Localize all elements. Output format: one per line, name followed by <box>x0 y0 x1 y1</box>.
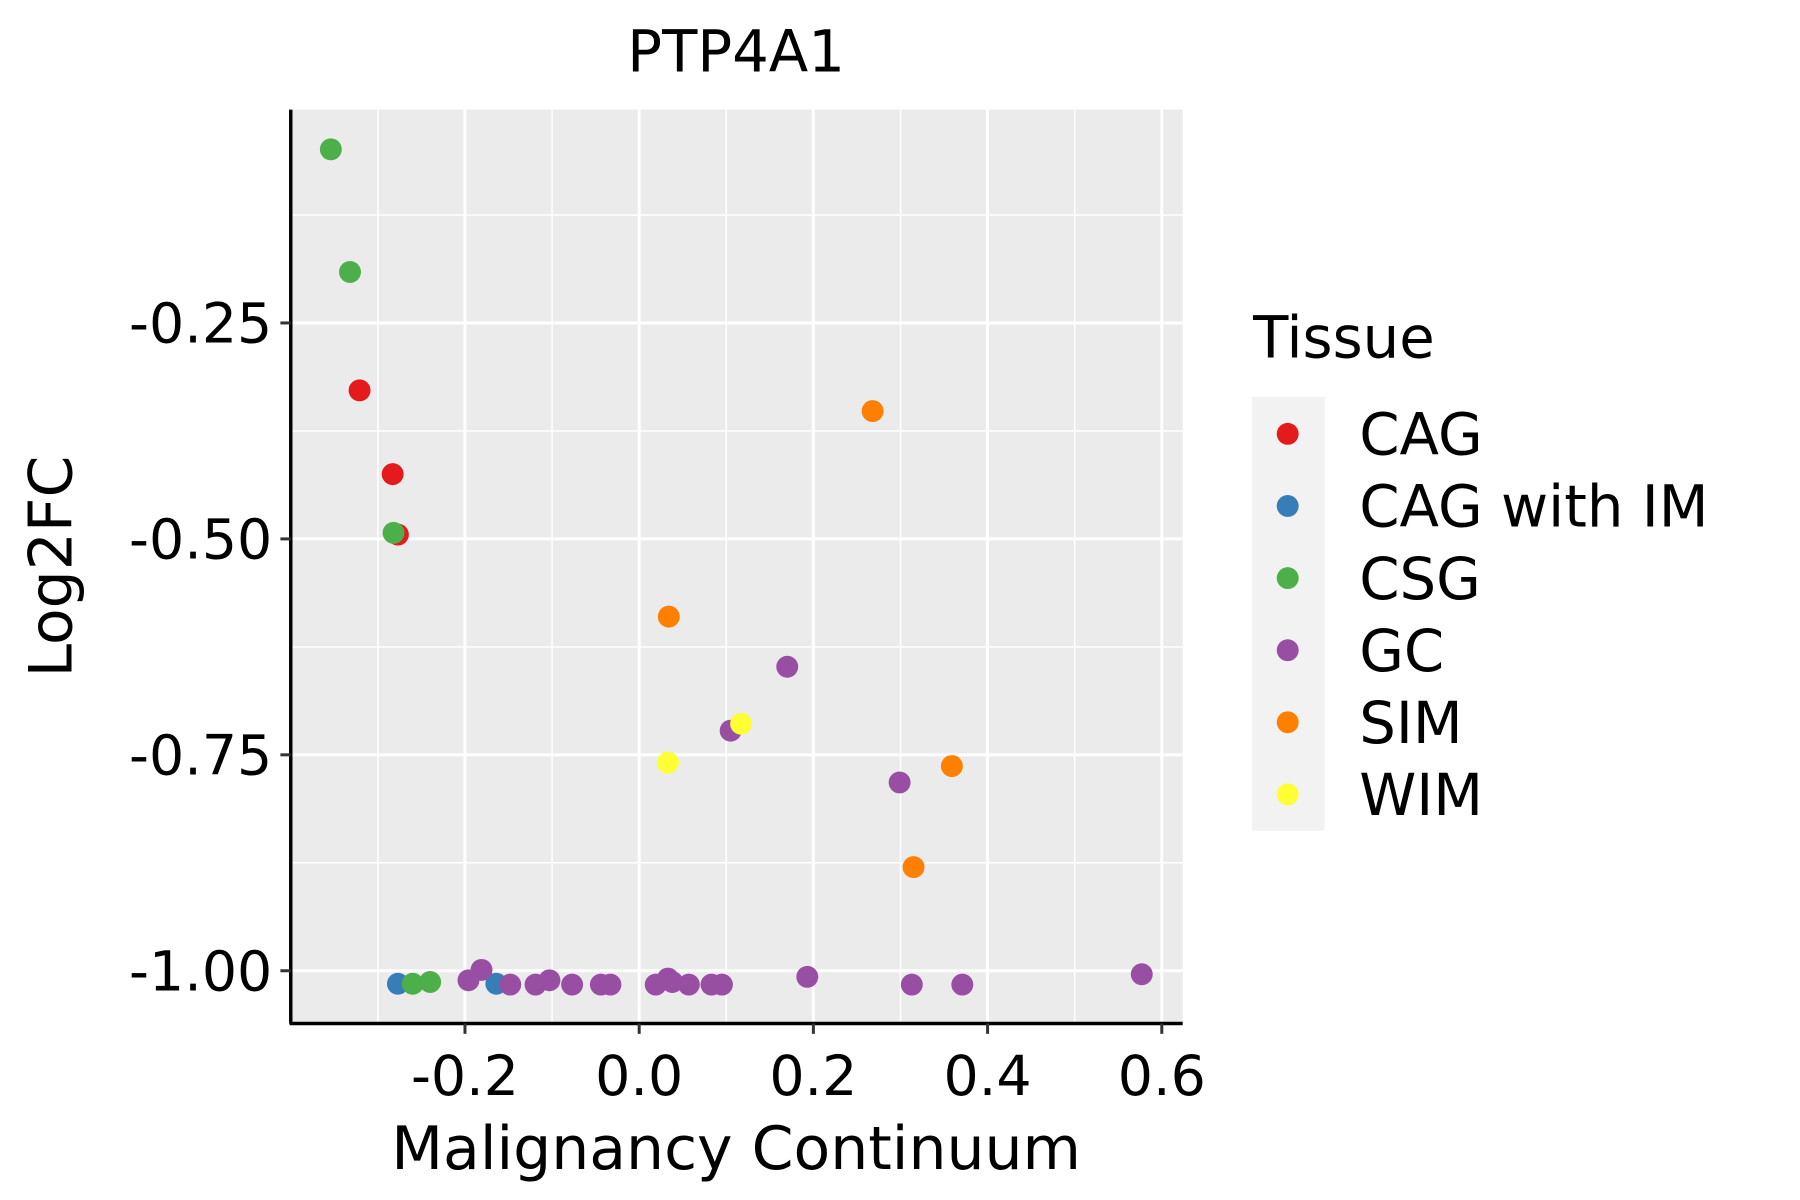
legend-key-background <box>1251 396 1325 831</box>
legend-key-sim <box>1276 711 1299 734</box>
legend-label: CAG with IM <box>1359 473 1708 541</box>
data-point-gc <box>470 958 493 981</box>
data-points <box>319 138 1153 996</box>
data-point-csg <box>339 261 361 283</box>
data-point-gc <box>888 771 911 794</box>
data-point-gc <box>951 973 974 996</box>
y-tick-label: -0.75 <box>129 724 272 788</box>
data-point-sim <box>940 755 963 778</box>
x-tick-label: 0.6 <box>1118 1045 1206 1109</box>
data-point-gc <box>599 973 622 996</box>
data-point-csg <box>401 972 424 995</box>
data-point-csg <box>319 138 342 161</box>
x-tick-label: 0.2 <box>769 1045 857 1109</box>
data-point-gc <box>661 971 684 993</box>
data-point-gc <box>776 655 799 678</box>
data-point-sim <box>657 605 680 628</box>
data-point-gc <box>1130 963 1153 986</box>
data-point-wim <box>656 751 679 774</box>
x-axis-title: Malignancy Continuum <box>391 1114 1081 1184</box>
data-point-gc <box>561 973 584 996</box>
data-point-cag <box>348 379 371 402</box>
data-point-wim <box>730 712 753 735</box>
legend-label: WIM <box>1359 761 1483 829</box>
y-tick-label: -1.00 <box>129 940 272 1004</box>
legend-label: CAG <box>1359 401 1482 469</box>
data-point-sim <box>861 400 884 423</box>
data-point-csg <box>382 521 405 544</box>
data-point-cag <box>381 463 404 486</box>
legend-key-csg <box>1276 567 1299 590</box>
data-point-csg <box>419 971 442 993</box>
data-point-gc <box>710 973 733 996</box>
x-tick-label: 0.0 <box>595 1045 683 1109</box>
legend-title: Tissue <box>1252 304 1435 372</box>
legend-label: GC <box>1359 617 1444 685</box>
data-point-sim <box>902 856 925 879</box>
y-tick-label: -0.50 <box>129 509 272 573</box>
data-point-gc <box>499 973 522 996</box>
data-point-gc <box>538 969 561 992</box>
gridlines <box>290 109 1183 1024</box>
legend-label: SIM <box>1359 689 1462 757</box>
y-tick-label: -0.25 <box>129 293 272 357</box>
x-tick-label: -0.2 <box>411 1045 519 1109</box>
legend-key-gc <box>1276 639 1299 662</box>
y-axis-title: Log2FC <box>17 456 87 678</box>
legend-key-wim <box>1276 783 1299 806</box>
legend-key-cag <box>1276 422 1299 445</box>
axes-ticks: -0.2 0.0 0.2 0.4 0.6 -0.25 -0.50 -0.75 -1.00 <box>129 293 1206 1109</box>
legend-label: CSG <box>1359 545 1481 613</box>
plot-panel <box>290 109 1183 1024</box>
x-tick-label: 0.4 <box>944 1045 1032 1109</box>
legend-key-cag-with-im <box>1276 495 1299 517</box>
data-point-gc <box>677 973 700 996</box>
data-point-gc <box>900 973 923 996</box>
chart-title: PTP4A1 <box>627 18 845 86</box>
data-point-gc <box>796 965 819 988</box>
